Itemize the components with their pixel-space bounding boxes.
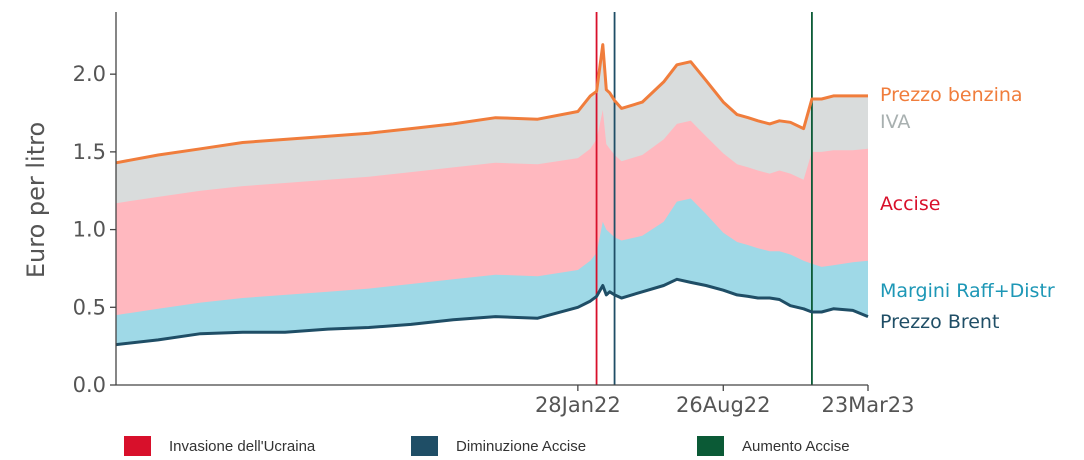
legend-label-invasione: Invasione dell'Ucraina — [169, 437, 316, 455]
legend: Invasione dell'Ucraina Diminuzione Accis… — [0, 436, 1084, 460]
event-lines — [595, 12, 813, 385]
y-tick-label: 0.0 — [73, 373, 106, 397]
line-prezzo-brent — [115, 277, 869, 347]
legend-swatch-invasione — [124, 436, 151, 456]
legend-item-diminuzione: Diminuzione Accise — [411, 436, 586, 456]
label-prezzo-brent: Prezzo Brent — [880, 311, 999, 333]
y-tick-label: 1.5 — [73, 140, 106, 164]
x-tick-label: 23Mar23 — [821, 393, 914, 417]
series-lines — [115, 43, 869, 347]
legend-item-invasione: Invasione dell'Ucraina — [124, 436, 315, 456]
y-axis-label: Euro per litro — [22, 122, 50, 278]
legend-item-aumento: Aumento Accise — [697, 436, 850, 456]
x-tick-label: 26Aug22 — [676, 393, 770, 417]
label-margini: Margini Raff+Distr — [880, 280, 1055, 302]
chart: 0.0 0.5 1.0 1.5 2.0 28Jan22 26Aug22 23Mar23 Eu… — [22, 12, 1055, 417]
legend-swatch-aumento — [697, 436, 724, 456]
label-prezzo-benzina: Prezzo benzina — [880, 84, 1023, 106]
label-iva: IVA — [880, 111, 910, 133]
legend-swatch-diminuzione — [411, 436, 438, 456]
x-tick-label: 28Jan22 — [535, 393, 621, 417]
area-below-brent — [116, 279, 868, 385]
legend-label-diminuzione: Diminuzione Accise — [456, 437, 587, 455]
y-tick-label: 1.0 — [73, 218, 106, 242]
y-tick-label: 0.5 — [73, 295, 106, 319]
stacked-areas — [116, 44, 868, 386]
y-ticks: 0.0 0.5 1.0 1.5 2.0 — [73, 62, 116, 397]
label-accise: Accise — [880, 193, 940, 215]
legend-label-aumento: Aumento Accise — [742, 437, 850, 455]
x-ticks: 28Jan22 26Aug22 23Mar23 — [535, 385, 915, 417]
line-prezzo-benzina — [115, 43, 868, 165]
y-tick-label: 2.0 — [73, 62, 106, 86]
